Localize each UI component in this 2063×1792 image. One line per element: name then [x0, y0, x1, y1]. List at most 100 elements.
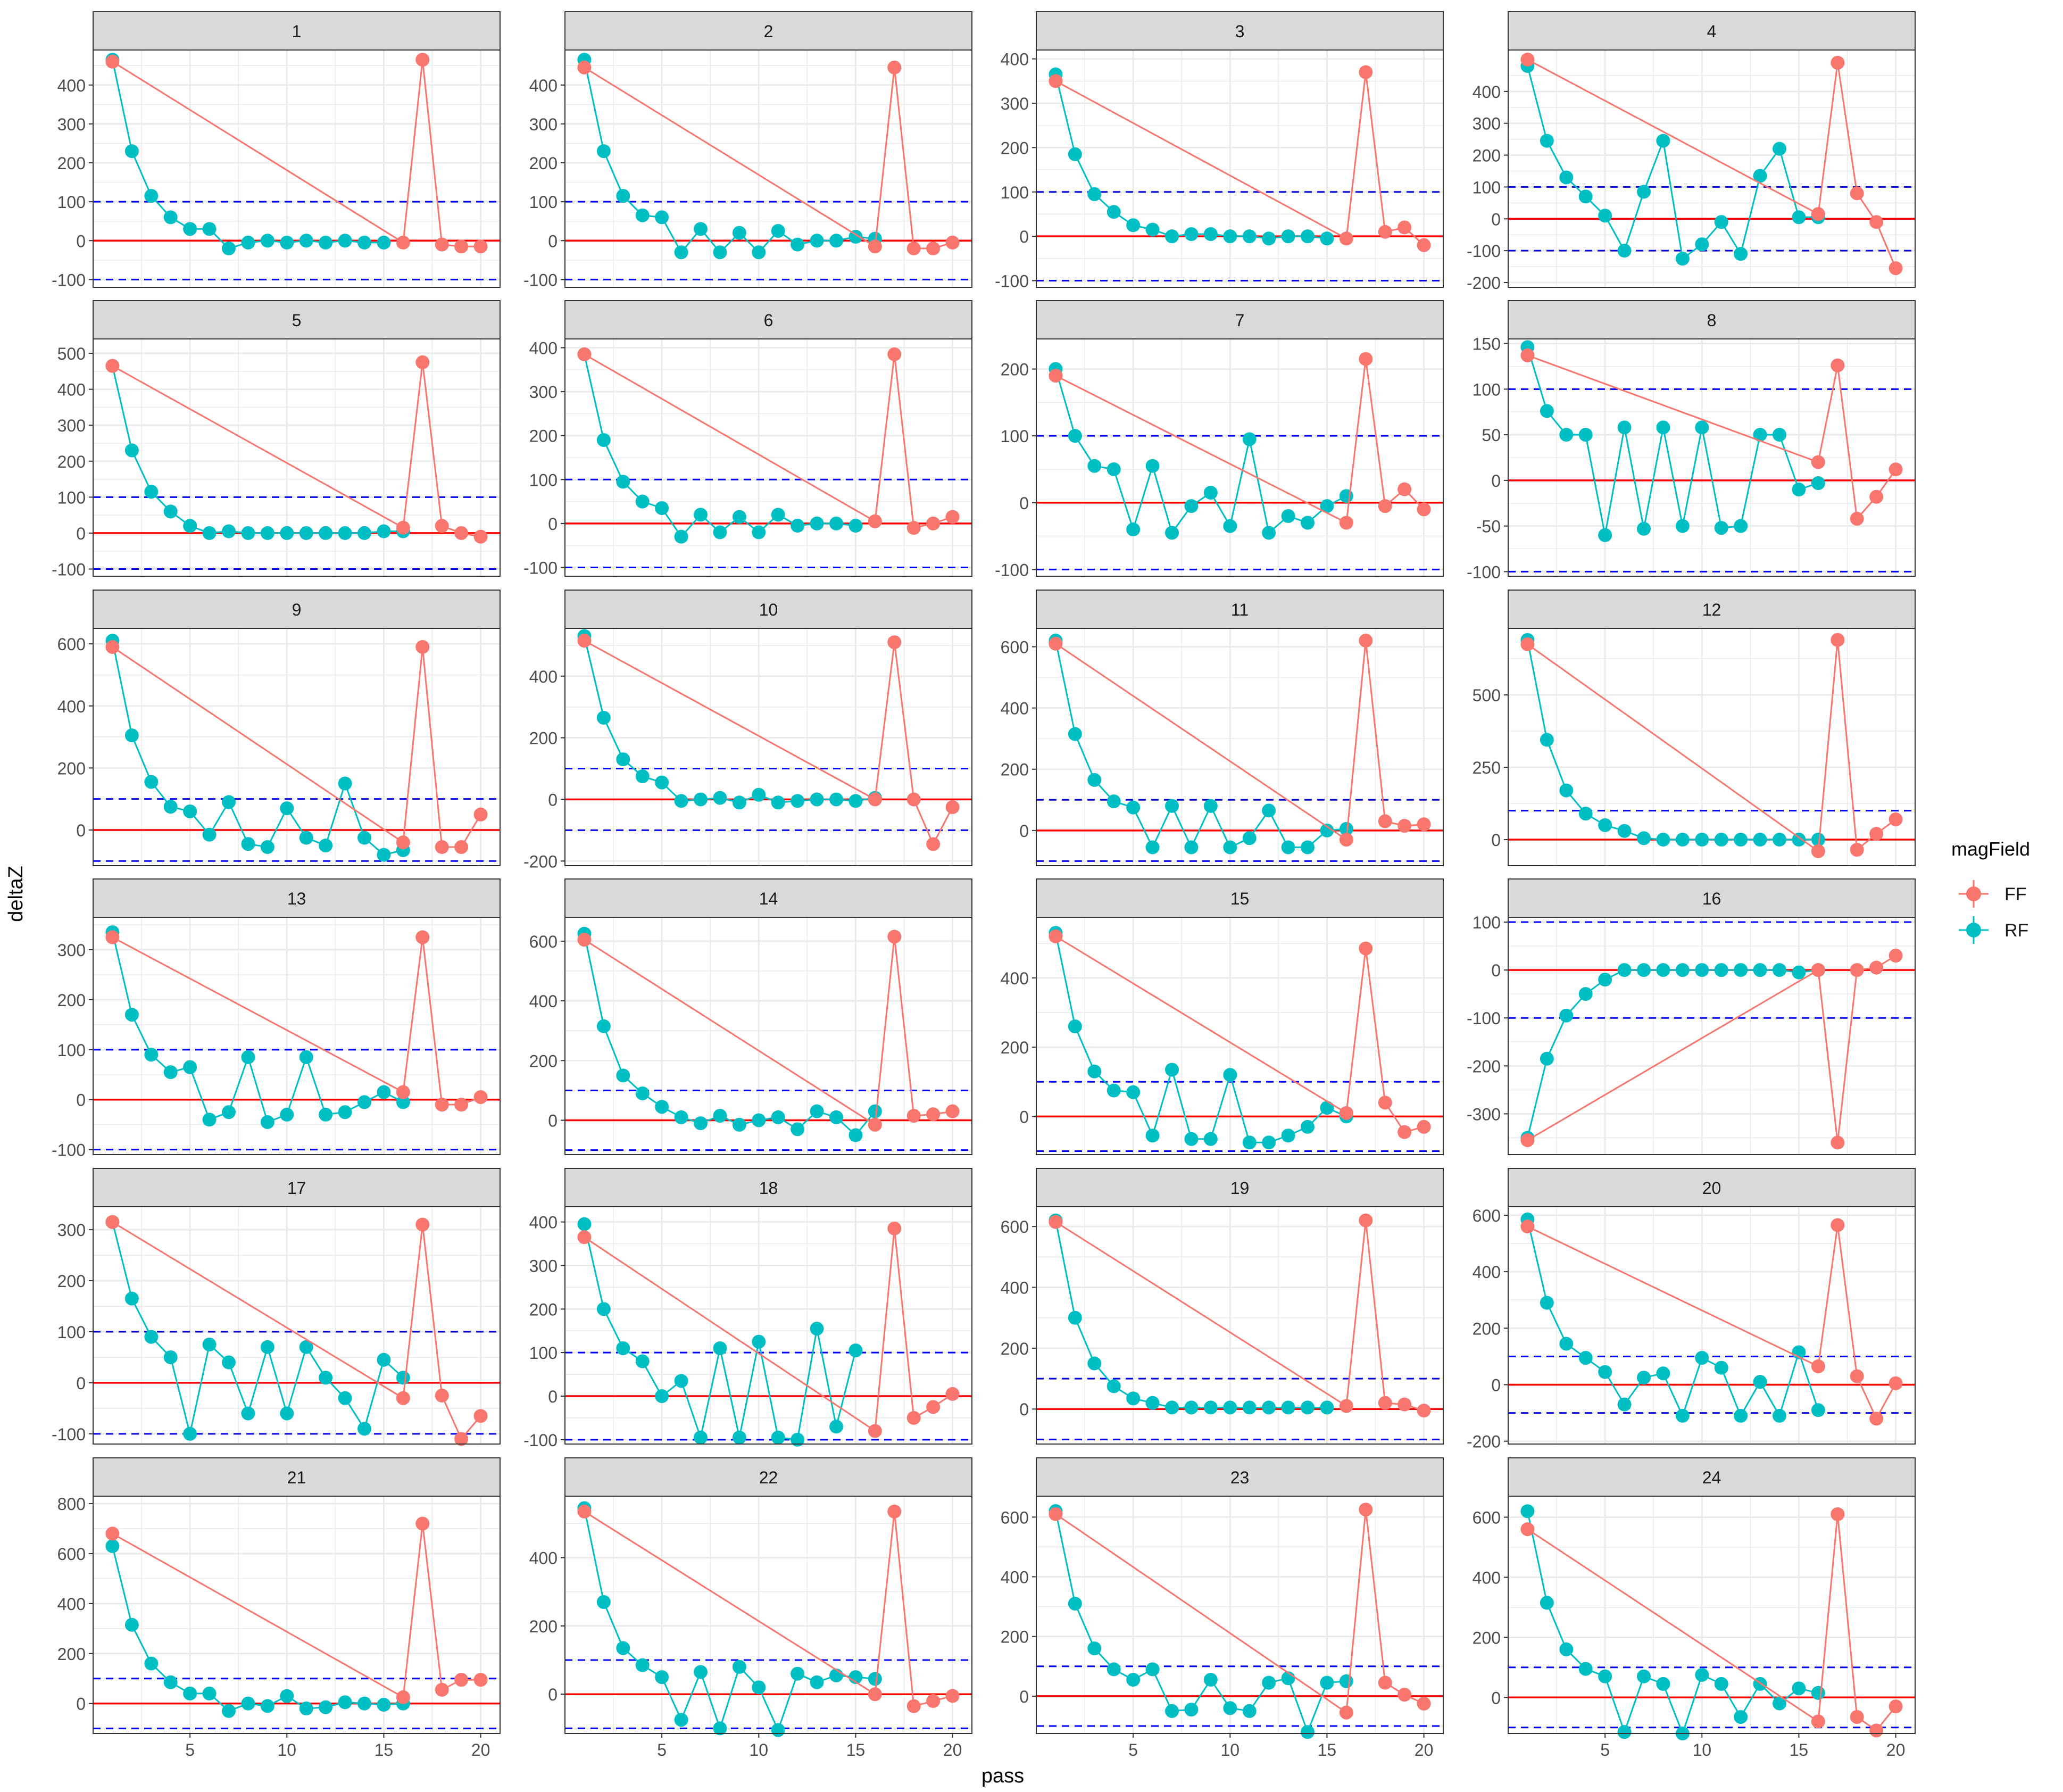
data-point-rf [1087, 1064, 1102, 1078]
data-point-ff [887, 347, 902, 361]
data-point-rf [222, 241, 236, 255]
legend-key-rf-point [1966, 923, 1981, 938]
data-point-rf [1811, 1403, 1825, 1417]
facet-strip-label: 18 [759, 1179, 778, 1198]
data-point-rf [202, 526, 217, 540]
data-point-rf [1656, 1677, 1670, 1691]
y-tick-label: -100 [995, 271, 1029, 291]
data-point-rf [1675, 833, 1690, 847]
series-line-rf [1054, 369, 1347, 535]
y-tick-label: 0 [1491, 1688, 1501, 1707]
data-point-ff [887, 930, 902, 944]
data-point-ff [1889, 812, 1903, 826]
data-point-rf [183, 804, 197, 818]
data-point-rf [241, 1406, 255, 1421]
data-point-ff [1520, 1522, 1535, 1537]
data-point-rf [1540, 733, 1554, 747]
data-point-rf [1184, 1703, 1199, 1717]
data-point-rf [1184, 227, 1199, 241]
data-point-rf [1087, 1356, 1102, 1371]
data-point-ff [1378, 1096, 1392, 1110]
data-point-ff [473, 1673, 488, 1687]
data-point-rf [1695, 420, 1709, 435]
y-tick-label: 400 [529, 1213, 558, 1232]
data-point-rf [1714, 215, 1728, 229]
facet-strip-label: 23 [1230, 1468, 1250, 1487]
facet-strip [564, 11, 972, 51]
series-line-rf [1526, 640, 1818, 841]
data-point-rf [1695, 1351, 1709, 1365]
facet-panel-17: 17 -100 0 100 200 300 [52, 1168, 501, 1446]
data-point-rf [1656, 833, 1670, 847]
data-point-rf [1184, 1400, 1199, 1415]
data-point-rf [1301, 840, 1315, 854]
facet-strip [93, 590, 501, 629]
data-point-ff [577, 60, 592, 74]
data-point-rf [713, 525, 727, 540]
data-point-ff [1417, 817, 1431, 832]
data-point-rf [1559, 170, 1574, 185]
y-tick-label: 200 [1001, 360, 1029, 379]
data-point-rf [1559, 1642, 1574, 1656]
y-tick-label: -200 [1467, 1057, 1501, 1076]
data-point-rf [868, 1672, 882, 1686]
x-tick-label: 10 [1692, 1740, 1711, 1760]
data-point-rf [1617, 420, 1632, 435]
data-point-rf [357, 1696, 371, 1711]
y-tick-label: -200 [1467, 1432, 1501, 1451]
data-point-ff [1397, 482, 1412, 496]
y-tick-label: 500 [1473, 686, 1501, 705]
x-tick-label: 20 [1415, 1740, 1434, 1760]
data-point-ff [1359, 634, 1373, 648]
data-point-rf [1753, 428, 1767, 442]
legend: magField FF RF [1951, 838, 2030, 944]
data-point-rf [1184, 1132, 1199, 1146]
data-point-rf [752, 245, 766, 260]
y-tick-label: 100 [57, 193, 86, 212]
data-point-rf [280, 801, 294, 816]
data-point-rf [1126, 1391, 1141, 1406]
facet-panel-15: 15 0 200 400 [1001, 878, 1444, 1155]
facet-panel-20: 20 -200 0 200 400 600 [1467, 1168, 1916, 1451]
data-point-ff [1889, 1699, 1903, 1714]
data-point-ff [473, 239, 488, 254]
data-point-rf [849, 519, 863, 533]
data-point-ff [1520, 52, 1535, 67]
data-point-ff [1417, 1404, 1431, 1418]
legend-item-ff: FF [1959, 880, 2027, 908]
data-point-ff [1397, 819, 1412, 833]
data-point-rf [144, 1048, 159, 1062]
data-point-rf [713, 791, 727, 805]
data-point-rf [616, 189, 630, 203]
facet-panel-11: 11 0 200 400 600 [1001, 590, 1444, 866]
y-tick-label: 400 [1001, 50, 1029, 69]
y-tick-label: 100 [529, 470, 558, 490]
data-point-rf [1714, 521, 1728, 535]
plot-area [565, 1496, 972, 1733]
data-point-rf [183, 1686, 197, 1700]
y-tick-label: 300 [57, 1221, 86, 1240]
y-tick-label: 0 [1019, 1107, 1029, 1126]
data-point-rf [849, 1343, 863, 1358]
data-point-rf [1184, 499, 1199, 513]
data-point-ff [1397, 220, 1412, 235]
y-tick-label: 600 [1001, 638, 1029, 657]
legend-label-rf: RF [2004, 920, 2028, 941]
data-point-rf [1540, 134, 1554, 148]
x-tick-label: 5 [1128, 1740, 1138, 1760]
data-point-rf [1203, 227, 1218, 241]
data-point-ff [1889, 261, 1903, 276]
data-point-rf [183, 519, 197, 533]
data-point-rf [1792, 483, 1806, 497]
data-point-rf [1107, 1662, 1121, 1677]
data-point-rf [202, 1686, 217, 1700]
data-point-rf [1262, 526, 1276, 540]
data-point-ff [1397, 1397, 1412, 1412]
data-point-ff [1850, 1369, 1864, 1383]
y-tick-label: 600 [1001, 1217, 1029, 1237]
x-tick-label: 20 [471, 1740, 490, 1760]
y-tick-label: 100 [529, 1343, 558, 1363]
data-point-ff [906, 1411, 921, 1425]
facet-panel-14: 14 0 200 400 600 [529, 878, 972, 1155]
x-tick-label: 5 [185, 1740, 195, 1760]
